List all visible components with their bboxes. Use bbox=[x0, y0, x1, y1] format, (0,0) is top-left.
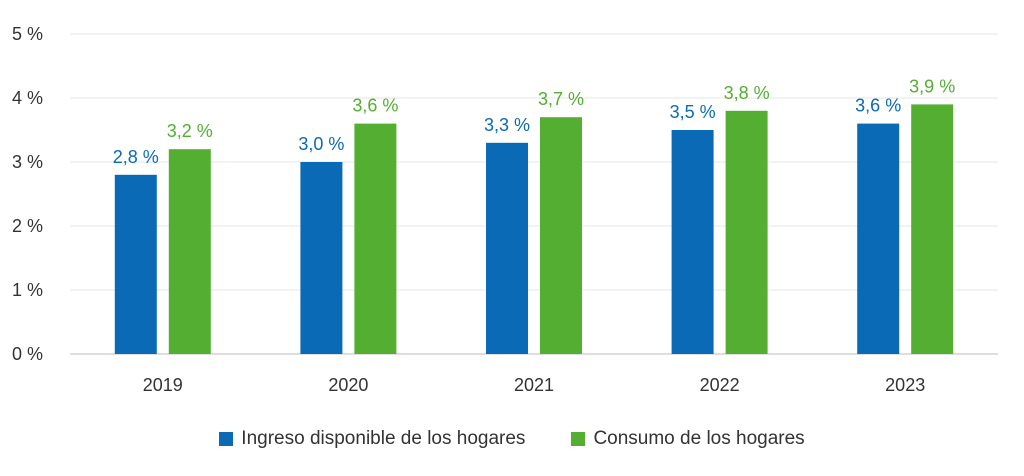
y-tick-label: 5 % bbox=[12, 24, 43, 44]
bar-consumo-2022[interactable] bbox=[725, 110, 768, 354]
y-tick-label: 2 % bbox=[12, 216, 43, 236]
x-tick-label: 2020 bbox=[328, 375, 368, 395]
bars bbox=[114, 104, 954, 355]
x-tick-label: 2022 bbox=[700, 375, 740, 395]
bar-ingreso-2019[interactable] bbox=[114, 174, 157, 354]
bar-ingreso-2020[interactable] bbox=[300, 162, 343, 354]
data-label: 3,6 % bbox=[352, 96, 398, 116]
data-label: 3,6 % bbox=[855, 96, 901, 116]
legend-swatch-consumo bbox=[571, 432, 586, 446]
bar-ingreso-2022[interactable] bbox=[671, 130, 714, 354]
y-tick-label: 4 % bbox=[12, 88, 43, 108]
bar-consumo-2020[interactable] bbox=[354, 123, 397, 354]
bar-consumo-2019[interactable] bbox=[168, 149, 211, 354]
legend-label-consumo: Consumo de los hogares bbox=[593, 428, 805, 449]
y-tick-label: 0 % bbox=[12, 344, 43, 364]
x-axis: 2019 2020 2021 2022 2023 bbox=[143, 375, 925, 395]
y-axis: 0 % 1 % 2 % 3 % 4 % 5 % bbox=[12, 24, 43, 364]
data-labels: 2,8 % 3,2 % 3,0 % 3,6 % 3,3 % 3,7 % 3,5 % 3,8 %… bbox=[113, 76, 955, 166]
y-tick-label: 3 % bbox=[12, 152, 43, 172]
x-tick-label: 2019 bbox=[143, 375, 183, 395]
data-label: 3,5 % bbox=[670, 102, 716, 122]
data-label: 3,0 % bbox=[298, 134, 344, 154]
bar-consumo-2021[interactable] bbox=[540, 117, 582, 354]
data-label: 2,8 % bbox=[113, 147, 159, 167]
bar-consumo-2023[interactable] bbox=[911, 104, 954, 355]
bar-ingreso-2021[interactable] bbox=[486, 142, 528, 354]
legend-item-ingreso[interactable]: Ingreso disponible de los hogares bbox=[219, 428, 525, 450]
legend-swatch-ingreso bbox=[219, 432, 234, 446]
x-tick-label: 2023 bbox=[885, 375, 925, 395]
legend-item-consumo[interactable]: Consumo de los hogares bbox=[571, 428, 805, 450]
bar-ingreso-2023[interactable] bbox=[857, 123, 900, 354]
data-label: 3,7 % bbox=[538, 89, 584, 109]
data-label: 3,8 % bbox=[724, 83, 770, 103]
y-tick-label: 1 % bbox=[12, 280, 43, 300]
x-tick-label: 2021 bbox=[514, 375, 554, 395]
legend: Ingreso disponible de los hogares Consum… bbox=[0, 428, 1024, 450]
legend-label-ingreso: Ingreso disponible de los hogares bbox=[241, 428, 526, 449]
gridlines bbox=[70, 33, 998, 355]
data-label: 3,3 % bbox=[484, 115, 530, 135]
data-label: 3,9 % bbox=[909, 76, 955, 96]
data-label: 3,2 % bbox=[167, 121, 213, 141]
